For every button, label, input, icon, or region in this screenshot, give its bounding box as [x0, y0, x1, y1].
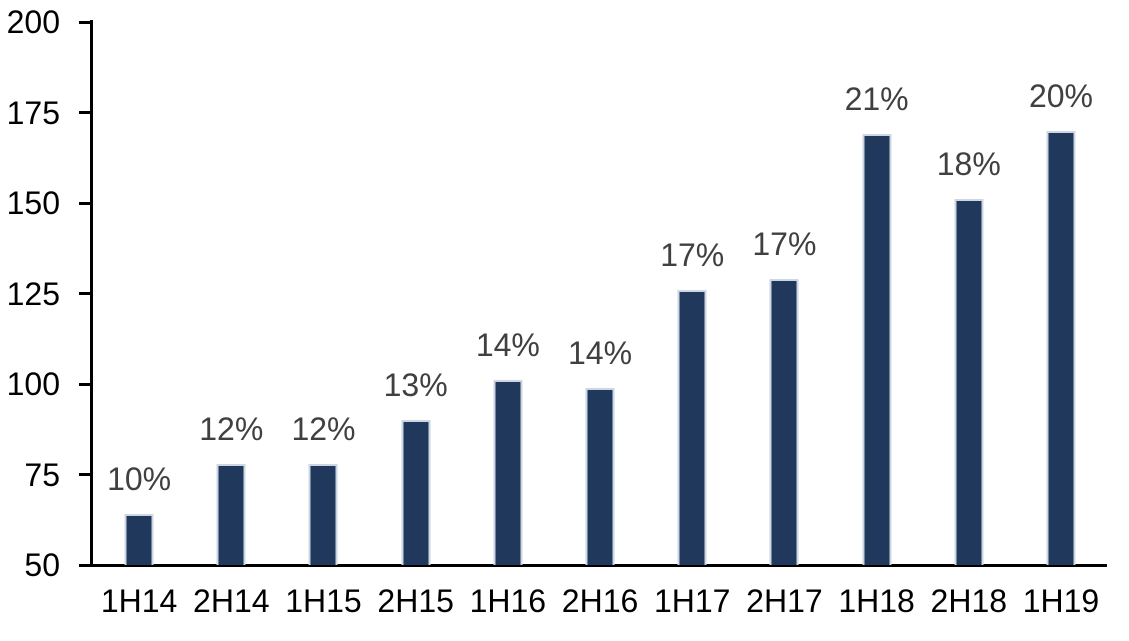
x-tick-label: 2H18	[930, 583, 1008, 619]
bar-value-label: 20%	[1028, 77, 1093, 114]
bar-column: 14% 1H16	[462, 22, 554, 617]
bar	[308, 463, 338, 565]
y-tick-label: 50	[24, 547, 60, 583]
x-tick-label: 1H15	[285, 583, 362, 619]
bar-column: 21% 1H18	[831, 22, 923, 617]
bar	[216, 463, 246, 565]
bar	[585, 387, 615, 565]
y-axis-tick	[79, 201, 90, 205]
bar-value-label: 14%	[475, 327, 540, 364]
bar-column: 13% 2H15	[370, 22, 462, 617]
y-axis-tick	[79, 20, 90, 24]
bar-column: 17% 2H17	[738, 22, 830, 617]
x-tick-label: 1H18	[838, 583, 915, 619]
bar	[769, 279, 799, 565]
bar-column: 14% 2H16	[554, 22, 646, 617]
y-axis-tick	[79, 473, 90, 476]
bar	[1046, 130, 1076, 565]
bar-column: 12% 1H15	[277, 22, 369, 617]
x-tick-label: 1H19	[1022, 583, 1100, 619]
y-axis-line	[90, 20, 93, 567]
bar-value-label: 12%	[291, 410, 356, 447]
y-tick-label: 175	[6, 94, 60, 131]
x-tick-label: 1H17	[653, 583, 731, 619]
plot-area: 10% 1H14 12% 2H14 12% 1H15 13% 2H15 14% 1H16 14% 2H…	[79, 20, 1107, 617]
bar-value-label: 17%	[752, 226, 817, 263]
x-tick-label: 2H15	[377, 583, 454, 619]
bar-value-label: 10%	[107, 461, 172, 498]
bar-column: 10% 1H14	[93, 22, 185, 617]
bar	[862, 134, 892, 565]
bar	[493, 380, 523, 565]
bar-value-label: 18%	[936, 146, 1001, 183]
bar-value-label: 21%	[844, 81, 909, 118]
y-tick-label: 100	[6, 366, 60, 402]
bar-value-label: 12%	[199, 410, 264, 447]
y-tick-label: 200	[6, 4, 60, 40]
bar-column: 17% 1H17	[646, 22, 738, 617]
bar-column: 12% 2H14	[185, 22, 277, 617]
bars-container: 10% 1H14 12% 2H14 12% 1H15 13% 2H15 14% 1H16 14% 2H…	[93, 22, 1107, 617]
x-tick-label: 2H16	[561, 583, 639, 619]
x-tick-label: 2H14	[193, 583, 270, 619]
y-axis-tick	[79, 563, 90, 567]
bar-value-label: 17%	[660, 236, 725, 273]
y-tick-label: 125	[6, 275, 60, 312]
y-axis-tick	[79, 292, 90, 295]
x-tick-label: 2H17	[746, 583, 823, 619]
x-axis-line	[90, 564, 1107, 567]
x-tick-label: 1H16	[469, 583, 547, 619]
bar	[954, 199, 984, 565]
y-tick-label: 75	[24, 456, 60, 493]
y-axis-tick	[79, 382, 90, 386]
bar-value-label: 14%	[568, 334, 633, 371]
x-tick-label: 1H14	[100, 583, 178, 619]
y-axis-tick	[79, 111, 90, 114]
bar-column: 18% 2H18	[923, 22, 1015, 617]
bar-column: 20% 1H19	[1015, 22, 1107, 617]
bar	[677, 289, 707, 565]
bar-value-label: 13%	[383, 367, 448, 404]
y-tick-label: 150	[6, 185, 60, 221]
bar	[401, 420, 431, 565]
bar	[124, 514, 154, 565]
